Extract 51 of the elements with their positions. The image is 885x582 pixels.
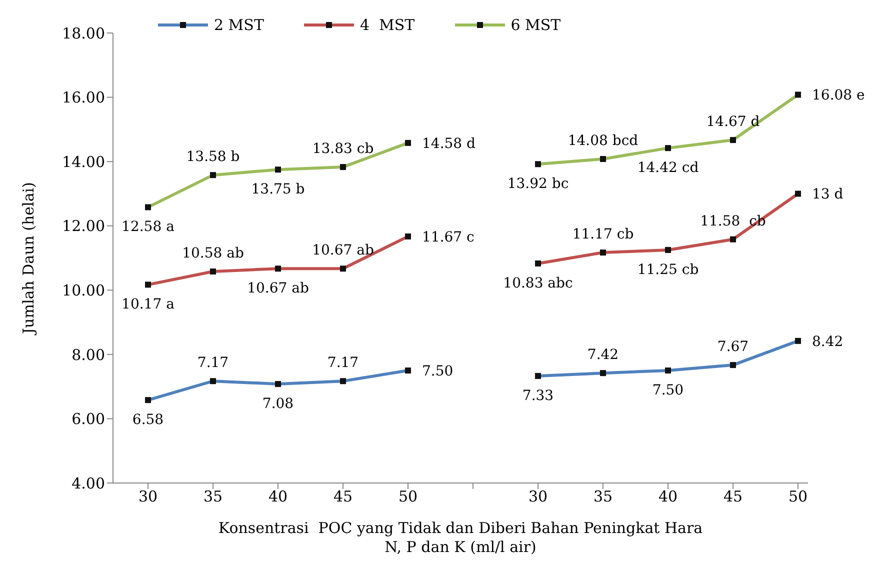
legend-label: 6 MST <box>510 16 561 34</box>
data-label: 11.67 c <box>422 229 475 246</box>
data-label: 7.50 <box>422 364 454 380</box>
y-tick-label: 14.00 <box>62 152 105 171</box>
data-label: 14.08 bcd <box>568 133 638 149</box>
data-label: 10.58 ab <box>182 246 244 262</box>
data-label: 11.17 cb <box>572 226 634 243</box>
data-label: 14.42 cd <box>637 160 699 176</box>
x-tick-label: 50 <box>788 488 808 506</box>
data-label: 13.92 bc <box>507 176 569 192</box>
x-tick-label: 30 <box>528 488 548 506</box>
y-tick-label: 18.00 <box>62 24 105 42</box>
data-label: 7.50 <box>652 382 684 398</box>
data-label: 13.83 cb <box>312 141 374 158</box>
y-tick-label: 8.00 <box>72 346 105 364</box>
data-label: 8.42 <box>812 334 844 350</box>
data-label: 10.67 ab <box>312 242 374 259</box>
data-label: 7.67 <box>717 339 749 356</box>
data-label: 14.58 d <box>422 136 476 152</box>
y-tick-label: 4.00 <box>72 474 105 492</box>
legend-label: 2 MST <box>214 16 264 34</box>
data-label: 12.58 a <box>122 219 174 236</box>
data-label: 16.08 e <box>812 88 865 104</box>
x-axis-title: Konsentrasi POC yang Tidak dan Diberi Bahan Peningkat Hara N, P dan K (ml/l air) <box>218 519 703 556</box>
data-label: 11.25 cb <box>637 262 699 278</box>
data-label: 7.33 <box>522 388 554 404</box>
x-tick-label: 50 <box>398 488 418 506</box>
data-label: 7.08 <box>262 396 294 412</box>
x-tick-label: 35 <box>593 488 613 506</box>
legend-label: 4 MST <box>360 16 415 34</box>
x-tick-label: 40 <box>658 488 678 506</box>
y-axis-title: Jumlah Daun (helai) <box>19 182 38 336</box>
data-label: 10.67 ab <box>247 280 309 297</box>
data-label: 7.17 <box>197 355 229 372</box>
y-tick-label: 16.00 <box>62 88 105 107</box>
data-label: 13.58 b <box>186 149 240 166</box>
data-label: 13 d <box>812 186 844 203</box>
data-label: 7.42 <box>587 347 619 364</box>
data-label: 10.83 abc <box>503 275 573 292</box>
x-tick-label: 45 <box>723 488 743 506</box>
data-label: 6.58 <box>132 412 164 428</box>
x-tick-label: 40 <box>268 488 288 506</box>
data-label: 10.17 a <box>122 296 174 313</box>
data-label: 13.75 b <box>251 182 305 198</box>
y-tick-label: 10.00 <box>62 281 105 300</box>
x-tick-label: 35 <box>203 488 223 506</box>
x-tick-label: 30 <box>138 488 158 506</box>
x-tick-label: 45 <box>333 488 353 506</box>
data-label: 7.17 <box>327 355 359 372</box>
y-tick-label: 12.00 <box>62 217 105 236</box>
y-tick-label: 6.00 <box>72 410 105 428</box>
